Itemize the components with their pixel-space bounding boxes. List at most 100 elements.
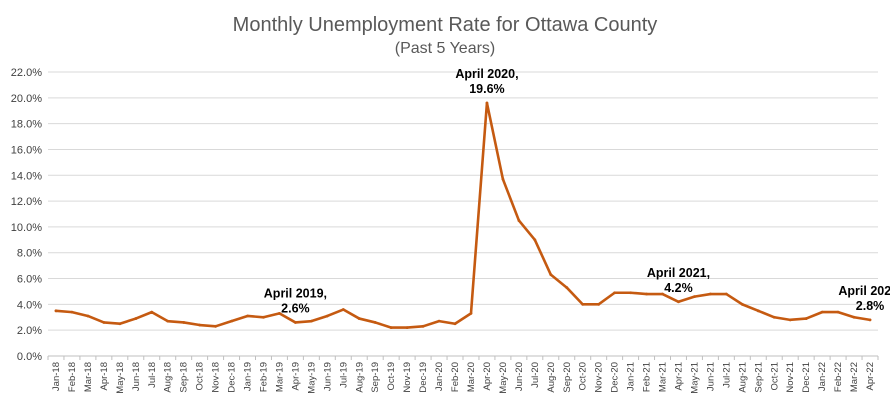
data-point [421, 324, 425, 328]
y-tick-label: 14.0% [11, 170, 42, 182]
data-point [613, 291, 617, 295]
x-tick-label: Nov-20 [594, 362, 605, 393]
x-tick-label: Mar-22 [849, 362, 860, 392]
data-point [70, 310, 74, 314]
annotation-label: April 2019, [264, 286, 327, 300]
data-point [453, 322, 457, 326]
x-tick-label: Apr-19 [290, 362, 301, 391]
gridlines [48, 71, 878, 357]
data-point [820, 310, 824, 314]
data-point [533, 238, 537, 242]
data-point [389, 326, 393, 329]
x-tick-label: Jan-22 [817, 362, 828, 391]
annotation-label: April 2021, [647, 266, 710, 280]
chart-subtitle: (Past 5 Years) [395, 40, 496, 57]
x-tick-label: May-21 [689, 362, 700, 394]
y-tick-label: 20.0% [11, 93, 42, 105]
data-point [677, 300, 680, 304]
data-point [501, 177, 505, 181]
y-tick-label: 6.0% [17, 274, 42, 286]
x-tick-label: Feb-20 [450, 362, 461, 392]
data-point [597, 302, 601, 306]
x-tick-label: Jun-20 [514, 362, 525, 391]
annotation-label: April 2020, [455, 67, 518, 81]
y-tick-label: 8.0% [17, 248, 42, 260]
x-tick-label: Feb-22 [833, 362, 844, 392]
y-tick-label: 16.0% [11, 144, 42, 156]
y-tick-label: 18.0% [11, 119, 42, 131]
y-tick-label: 12.0% [11, 196, 42, 208]
data-point [852, 315, 856, 319]
data-point [198, 323, 202, 327]
x-tick-label: Jan-19 [243, 362, 254, 391]
data-point [118, 322, 122, 326]
x-tick-label: May-19 [306, 362, 317, 394]
x-tick-label: Dec-21 [801, 362, 812, 393]
series-layer [54, 101, 872, 329]
x-tick-label: Jun-18 [131, 362, 142, 391]
x-tick-label: Feb-21 [642, 362, 653, 392]
x-tick-label: Jun-19 [322, 362, 333, 391]
x-tick-label: Aug-20 [546, 362, 557, 393]
x-tick-label: Aug-18 [163, 362, 174, 393]
data-point [788, 318, 792, 322]
x-tick-label: Dec-18 [227, 362, 238, 393]
x-tick-label: Feb-18 [67, 362, 78, 392]
data-point [341, 308, 345, 311]
x-tick-label: Feb-19 [258, 362, 269, 392]
data-point [86, 314, 90, 318]
x-tick-label: Jan-21 [626, 362, 637, 391]
annotation-label: 2.8% [856, 299, 885, 313]
x-tick-label: Apr-21 [673, 362, 684, 391]
x-tick-label: Aug-19 [354, 362, 365, 393]
x-tick-label: Jul-20 [530, 362, 541, 388]
data-point [246, 314, 249, 318]
data-point [182, 321, 186, 324]
data-point [150, 310, 154, 314]
x-tick-label: Sep-18 [179, 362, 190, 393]
x-tick-label: Dec-20 [610, 362, 621, 393]
data-point [629, 291, 632, 295]
x-tick-label: Sep-21 [753, 362, 764, 393]
y-tick-label: 2.0% [17, 325, 42, 337]
data-point [804, 317, 808, 320]
y-tick-label: 4.0% [17, 299, 42, 311]
data-point [469, 312, 473, 315]
data-point [693, 295, 696, 299]
x-tick-label: Apr-18 [99, 362, 110, 391]
y-axis-ticks: 0.0% 2.0% 4.0% 6.0% 8.0% 10.0% 12.0% 14.0% 16.0%… [11, 67, 42, 363]
data-point [836, 310, 840, 314]
data-point [565, 286, 569, 289]
x-tick-label: Nov-18 [211, 362, 222, 393]
x-tick-label: Jul-21 [721, 362, 732, 388]
data-point [709, 292, 712, 296]
x-tick-label: Sep-20 [562, 362, 573, 393]
chart-title: Monthly Unemployment Rate for Ottawa Cou… [233, 14, 658, 36]
data-point [325, 314, 329, 318]
data-point [661, 292, 664, 296]
data-point [724, 292, 728, 296]
data-point [102, 321, 106, 324]
x-tick-label: Mar-19 [274, 362, 285, 392]
data-point [772, 315, 776, 319]
y-tick-label: 22.0% [11, 67, 42, 79]
data-point [166, 319, 170, 323]
data-point [740, 302, 744, 306]
x-tick-label: Dec-19 [418, 362, 429, 393]
data-point [262, 315, 265, 319]
data-point [214, 324, 217, 328]
annotations: April 2019,2.6% April 2020,19.6% April 202… [264, 67, 890, 315]
x-tick-label: Oct-21 [769, 362, 780, 391]
annotation-label: 19.6% [469, 82, 504, 96]
x-tick-label: Aug-21 [737, 362, 748, 393]
data-point [230, 319, 233, 323]
x-tick-label: Mar-18 [83, 362, 94, 392]
x-tick-label: Apr-22 [865, 362, 876, 391]
x-tick-label: Apr-20 [482, 362, 493, 391]
data-point [549, 273, 553, 277]
data-point [645, 292, 648, 296]
x-tick-label: May-18 [115, 362, 126, 394]
x-tick-label: Oct-20 [578, 362, 589, 391]
y-tick-label: 10.0% [11, 222, 42, 234]
